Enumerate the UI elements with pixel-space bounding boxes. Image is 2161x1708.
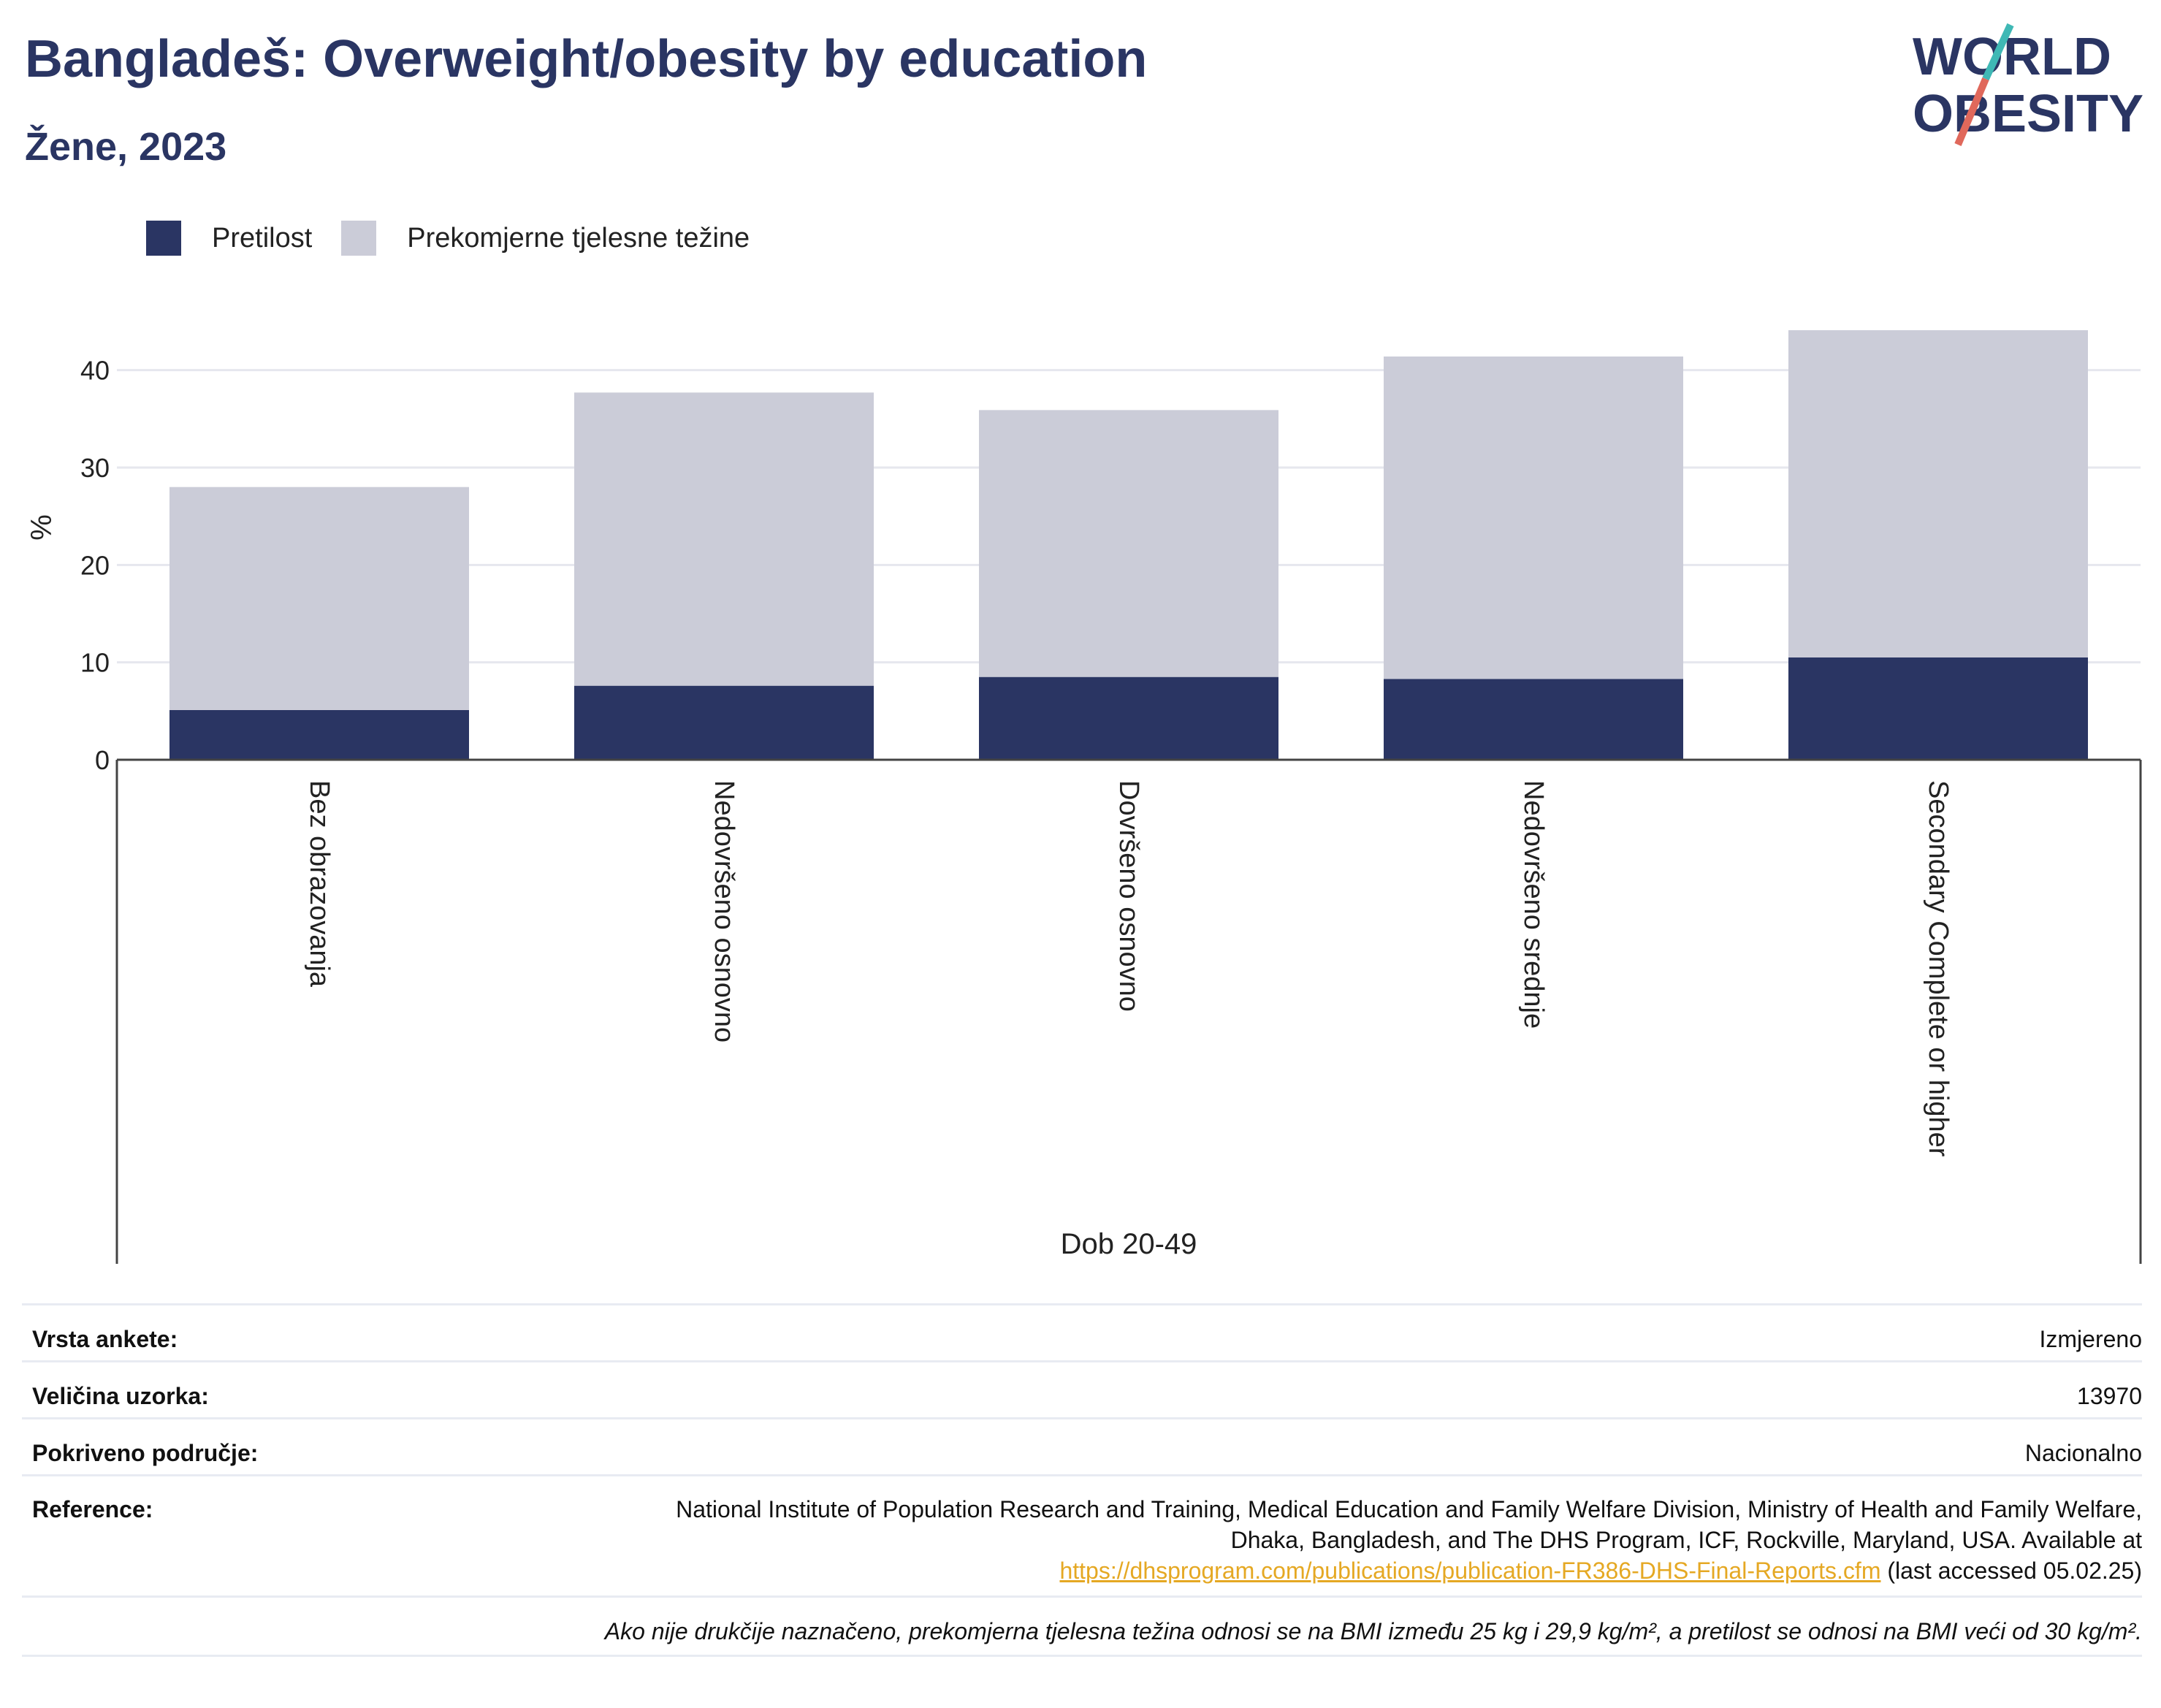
info-row-survey-type: Vrsta ankete: Izmjereno bbox=[22, 1303, 2142, 1360]
sample-size-label: Veličina uzorka: bbox=[32, 1383, 209, 1409]
coverage-label: Pokriveno područje: bbox=[32, 1440, 259, 1466]
survey-info-table: Vrsta ankete: Izmjereno Veličina uzorka:… bbox=[22, 1303, 2142, 1657]
x-axis-title: Dob 20-49 bbox=[1061, 1228, 1197, 1260]
legend-swatch-overweight bbox=[341, 221, 377, 256]
world-obesity-logo: WORLD OBESITY bbox=[1913, 23, 2143, 146]
y-tick-label: 20 bbox=[80, 550, 110, 580]
logo-slash-teal bbox=[1982, 23, 2014, 81]
bar-overweight bbox=[1788, 330, 2088, 657]
bar-obesity bbox=[979, 676, 1278, 760]
legend-item-overweight[interactable]: Prekomjerne tjelesne težine bbox=[341, 221, 750, 256]
sample-size-value: 13970 bbox=[2077, 1383, 2142, 1409]
x-category-label: Secondary Complete or higher bbox=[1923, 780, 1954, 1157]
legend-label-obesity: Pretilost bbox=[212, 222, 313, 253]
bar-overweight bbox=[574, 392, 874, 686]
bar-obesity bbox=[1384, 679, 1683, 760]
legend-swatch-obesity bbox=[146, 221, 181, 256]
logo-slash-coral bbox=[1954, 77, 1989, 146]
logo-word-obesity: OBESITY bbox=[1913, 85, 2143, 143]
x-category-label: Nedovršeno osnovno bbox=[709, 780, 739, 1042]
y-tick-label: 10 bbox=[80, 648, 110, 678]
info-row-reference: Reference: National Institute of Populat… bbox=[22, 1474, 2142, 1595]
survey-type-label: Vrsta ankete: bbox=[32, 1326, 178, 1352]
bar-obesity bbox=[574, 685, 874, 760]
survey-type-value: Izmjereno bbox=[2039, 1326, 2143, 1352]
y-tick-label: 0 bbox=[95, 745, 110, 775]
chart-title: Bangladeš: Overweight/obesity by educati… bbox=[25, 30, 1148, 88]
chart-legend: Pretilost Prekomjerne tjelesne težine bbox=[146, 218, 779, 259]
y-tick-label: 30 bbox=[80, 453, 110, 483]
y-tick-label: 40 bbox=[80, 356, 110, 386]
bar-overweight bbox=[979, 410, 1278, 677]
bar-chart: 0 10 20 30 40% Bez obrazovanja Nedovršeno osno… bbox=[26, 330, 2142, 1264]
bar-overweight bbox=[169, 487, 469, 710]
info-row-sample-size: Veličina uzorka: 13970 bbox=[22, 1360, 2142, 1417]
reference-accessed: (last accessed 05.02.25) bbox=[1880, 1558, 2142, 1584]
bar-obesity bbox=[1788, 657, 2088, 760]
bar-obesity bbox=[169, 710, 469, 760]
reference-text: National Institute of Population Researc… bbox=[676, 1496, 2142, 1553]
coverage-value: Nacionalno bbox=[2024, 1440, 2142, 1466]
chart-subtitle: Žene, 2023 bbox=[25, 125, 227, 169]
info-row-coverage: Pokriveno područje: Nacionalno bbox=[22, 1417, 2142, 1474]
info-row-note: Ako nije drukčije naznačeno, prekomjerna… bbox=[22, 1595, 2142, 1657]
x-category-label: Dovršeno osnovno bbox=[1113, 780, 1144, 1012]
bar-overweight bbox=[1384, 357, 1683, 679]
x-category-label: Bez obrazovanja bbox=[304, 780, 335, 988]
reference-link[interactable]: https://dhsprogram.com/publications/publ… bbox=[1059, 1558, 1881, 1584]
x-category-label: Nedovršeno srednje bbox=[1518, 780, 1549, 1029]
legend-item-obesity[interactable]: Pretilost bbox=[146, 221, 312, 256]
y-axis-title: % bbox=[26, 514, 58, 541]
definition-note: Ako nije drukčije naznačeno, prekomjerna… bbox=[604, 1618, 2142, 1644]
logo-word-world: WORLD bbox=[1913, 28, 2111, 86]
legend-label-overweight: Prekomjerne tjelesne težine bbox=[407, 222, 750, 253]
reference-value: National Institute of Population Researc… bbox=[608, 1494, 2142, 1586]
reference-label: Reference: bbox=[32, 1496, 153, 1522]
